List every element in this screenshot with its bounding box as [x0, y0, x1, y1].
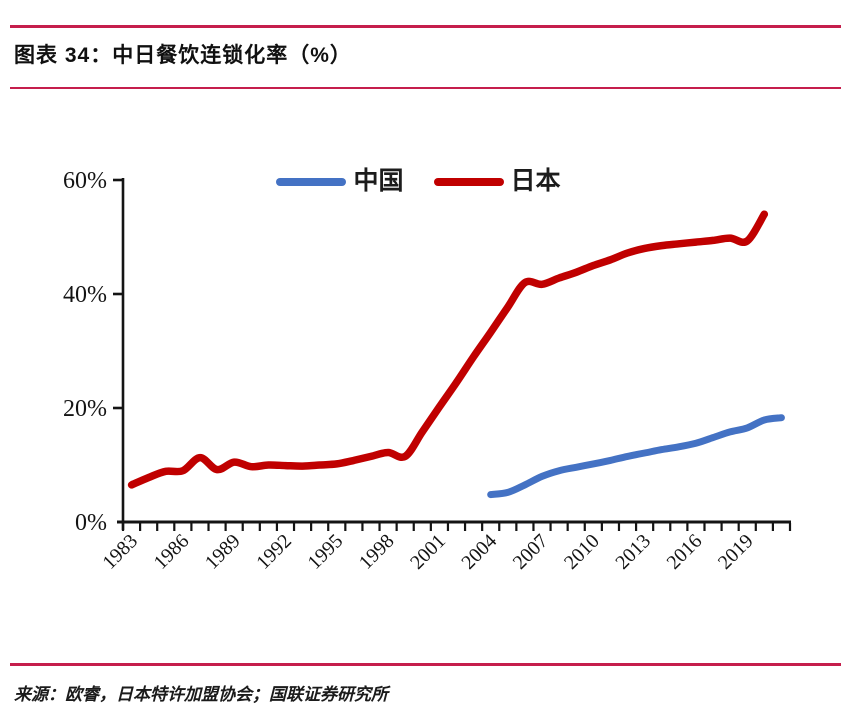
x-tick-label: 2013 — [611, 530, 655, 574]
x-tick-label: 2010 — [560, 530, 604, 574]
legend-label-japan: 日本 — [510, 168, 561, 195]
x-tick-label: 2019 — [714, 530, 758, 574]
figure-title: 图表 34：中日餐饮连锁化率（%） — [14, 44, 352, 67]
x-tick-label: 2001 — [406, 530, 450, 574]
japan-series-line — [127, 210, 769, 489]
x-tick-label: 2007 — [509, 530, 553, 574]
china-line-swatch-icon — [276, 177, 347, 186]
japan-line-swatch-icon — [433, 177, 504, 186]
x-tick-label: 1998 — [355, 530, 399, 574]
footer-rule — [10, 663, 841, 666]
y-axis-ticks: 0% 20% 40% 60% — [63, 168, 123, 536]
x-tick-label: 1995 — [303, 530, 347, 574]
y-tick-label: 60% — [63, 168, 107, 194]
y-tick-label: 40% — [63, 282, 107, 308]
x-tick-label: 1989 — [201, 530, 245, 574]
x-tick-label: 2004 — [457, 530, 501, 574]
chart-legend: 中国 日本 — [0, 169, 851, 194]
legend-item-china: 中国 — [276, 168, 404, 195]
china-series-line — [487, 414, 785, 499]
x-tick-label: 1983 — [98, 530, 142, 574]
x-axis-labels: 1983 1986 1989 1992 1995 1998 2001 2004 2007 2010… — [98, 530, 757, 574]
header-bottom-rule — [10, 87, 841, 89]
x-tick-label: 1986 — [150, 530, 194, 574]
x-axis-ticks — [121, 523, 792, 531]
x-tick-label: 2016 — [663, 530, 707, 574]
legend-item-japan: 日本 — [433, 168, 561, 195]
x-tick-label: 1992 — [252, 530, 296, 574]
header-top-rule — [10, 25, 841, 28]
y-tick-label: 0% — [75, 510, 107, 536]
axes — [117, 178, 791, 530]
y-tick-label: 20% — [63, 396, 107, 422]
legend-label-china: 中国 — [353, 168, 404, 195]
source-note: 来源：欧睿，日本特许加盟协会；国联证券研究所 — [14, 685, 388, 704]
